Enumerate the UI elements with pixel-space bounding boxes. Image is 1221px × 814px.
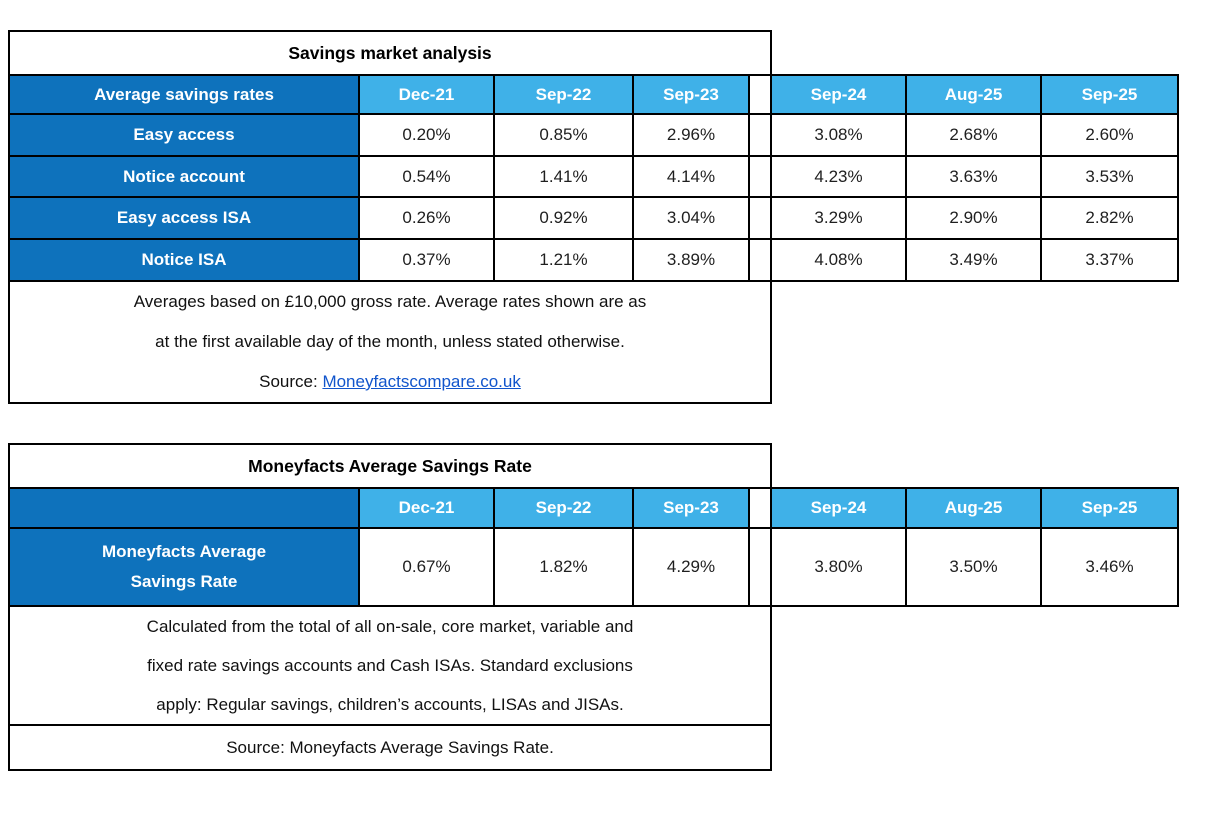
value-cell: 4.23%	[770, 155, 907, 198]
value-cell: 3.49%	[905, 238, 1042, 282]
table-row: Notice account 0.54% 1.41% 4.14% 4.23% 3…	[8, 155, 1179, 198]
column-gap	[748, 238, 772, 282]
column-header-sep-24: Sep-24	[770, 74, 907, 115]
value-cell: 3.53%	[1040, 155, 1179, 198]
column-header-sep-22: Sep-22	[493, 487, 634, 529]
table2-footnote-spacer	[771, 606, 1178, 725]
value-cell: 3.37%	[1040, 238, 1179, 282]
column-gap	[748, 74, 772, 115]
table2-title-spacer	[771, 444, 1178, 488]
column-header-aug-25: Aug-25	[905, 74, 1042, 115]
table1-footnote: Averages based on £10,000 gross rate. Av…	[8, 280, 772, 404]
value-cell: 2.90%	[905, 196, 1042, 240]
row-label-notice-isa: Notice ISA	[8, 238, 360, 282]
table1-title-spacer	[771, 31, 1178, 75]
value-cell: 1.82%	[493, 527, 634, 607]
row-label-moneyfacts-average-savings-rate: Moneyfacts Average Savings Rate	[8, 527, 360, 607]
value-cell: 3.46%	[1040, 527, 1179, 607]
value-cell: 2.82%	[1040, 196, 1179, 240]
row-label-notice-account: Notice account	[8, 155, 360, 198]
table2-title: Moneyfacts Average Savings Rate	[8, 443, 772, 489]
row-label-line: Moneyfacts Average	[101, 542, 267, 561]
value-cell: 2.96%	[632, 113, 750, 157]
column-header-sep-22: Sep-22	[493, 74, 634, 115]
value-cell: 0.92%	[493, 196, 634, 240]
table-row: Easy access ISA 0.26% 0.92% 3.04% 3.29% …	[8, 196, 1179, 240]
table-row: Easy access 0.20% 0.85% 2.96% 3.08% 2.68…	[8, 113, 1179, 157]
value-cell: 4.14%	[632, 155, 750, 198]
value-cell: 3.50%	[905, 527, 1042, 607]
table2-corner-header	[8, 487, 360, 529]
value-cell: 2.60%	[1040, 113, 1179, 157]
value-cell: 3.80%	[770, 527, 907, 607]
footnote-line: Calculated from the total of all on-sale…	[146, 617, 634, 636]
source-prefix: Source:	[259, 372, 323, 391]
table1-footnote-spacer	[771, 281, 1178, 403]
table1-corner-header: Average savings rates	[8, 74, 360, 115]
value-cell: 2.68%	[905, 113, 1042, 157]
column-header-sep-23: Sep-23	[632, 487, 750, 529]
footnote-line: Averages based on £10,000 gross rate. Av…	[133, 292, 647, 311]
value-cell: 3.08%	[770, 113, 907, 157]
column-header-dec-21: Dec-21	[358, 74, 495, 115]
column-header-sep-23: Sep-23	[632, 74, 750, 115]
row-label-line: Savings Rate	[130, 572, 238, 591]
source-line: Source: Moneyfactscompare.co.uk	[11, 362, 769, 401]
moneyfacts-average-savings-rate-table: Moneyfacts Average Savings Rate Dec-21 S…	[8, 443, 1179, 771]
row-label-easy-access-isa: Easy access ISA	[8, 196, 360, 240]
value-cell: 0.37%	[358, 238, 495, 282]
column-gap	[748, 527, 772, 607]
column-header-sep-24: Sep-24	[770, 487, 907, 529]
column-gap	[748, 196, 772, 240]
value-cell: 1.41%	[493, 155, 634, 198]
column-gap	[748, 487, 772, 529]
footnote-line: at the first available day of the month,…	[155, 332, 625, 351]
value-cell: 0.54%	[358, 155, 495, 198]
savings-market-analysis-table: Savings market analysis Average savings …	[8, 30, 1179, 404]
value-cell: 0.67%	[358, 527, 495, 607]
column-header-aug-25: Aug-25	[905, 487, 1042, 529]
value-cell: 0.85%	[493, 113, 634, 157]
table1-title: Savings market analysis	[8, 30, 772, 76]
value-cell: 4.08%	[770, 238, 907, 282]
table2-footnote: Calculated from the total of all on-sale…	[8, 605, 772, 726]
value-cell: 0.26%	[358, 196, 495, 240]
column-gap	[748, 155, 772, 198]
value-cell: 3.29%	[770, 196, 907, 240]
column-header-sep-25: Sep-25	[1040, 487, 1179, 529]
value-cell: 3.04%	[632, 196, 750, 240]
column-header-sep-25: Sep-25	[1040, 74, 1179, 115]
table2-source-row: Source: Moneyfacts Average Savings Rate.	[8, 724, 772, 771]
table-row: Moneyfacts Average Savings Rate 0.67% 1.…	[8, 527, 1179, 607]
value-cell: 0.20%	[358, 113, 495, 157]
value-cell: 3.63%	[905, 155, 1042, 198]
column-header-dec-21: Dec-21	[358, 487, 495, 529]
column-gap	[748, 113, 772, 157]
moneyfactscompare-link[interactable]: Moneyfactscompare.co.uk	[322, 372, 521, 391]
footnote-line: apply: Regular savings, children’s accou…	[156, 695, 624, 714]
footnote-line: fixed rate savings accounts and Cash ISA…	[147, 656, 633, 675]
value-cell: 3.89%	[632, 238, 750, 282]
table-row: Notice ISA 0.37% 1.21% 3.89% 4.08% 3.49%…	[8, 238, 1179, 282]
value-cell: 1.21%	[493, 238, 634, 282]
value-cell: 4.29%	[632, 527, 750, 607]
table2-source-spacer	[771, 725, 1178, 770]
row-label-easy-access: Easy access	[8, 113, 360, 157]
